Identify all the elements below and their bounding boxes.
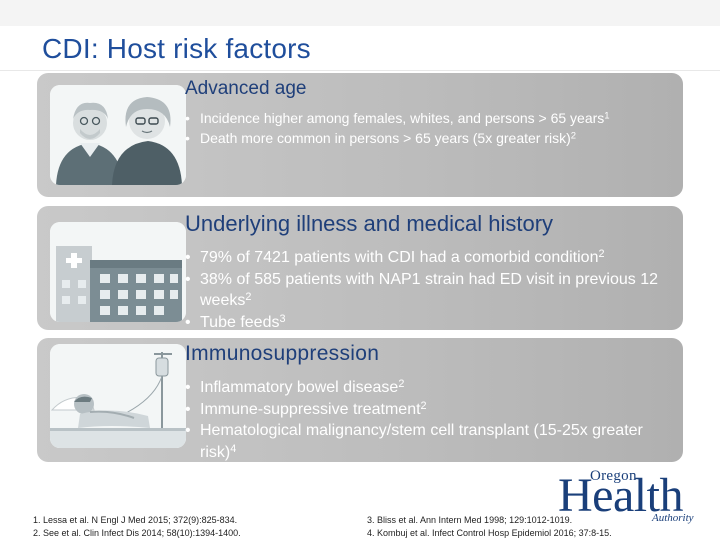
bullet-item: 79% of 7421 patients with CDI had a como… (185, 247, 669, 269)
bullet-text: Immune-suppressive treatment (200, 400, 421, 418)
panel-content: Underlying illness and medical history 7… (185, 206, 669, 333)
bullet-list: Incidence higher among females, whites, … (185, 108, 669, 148)
panel-immunosuppression: Immunosuppression Inflammatory bowel dis… (37, 338, 683, 462)
references-right: 3. Bliss et al. Ann Intern Med 1998; 129… (367, 514, 612, 539)
slide-title: CDI: Host risk factors (42, 33, 311, 64)
reference-item: 3. Bliss et al. Ann Intern Med 1998; 129… (367, 515, 573, 525)
bullet-text: Inflammatory bowel disease (200, 379, 399, 396)
panel-content: Immunosuppression Inflammatory bowel dis… (185, 338, 669, 463)
panel-title: Underlying illness and medical history (185, 211, 554, 236)
bullet-item: 38% of 585 patients with NAP1 strain had… (185, 269, 669, 312)
reference-marker: 2 (420, 399, 427, 412)
bullet-text: Death more common in persons > 65 years … (200, 130, 571, 146)
bullet-item: Hematological malignancy/stem cell trans… (185, 420, 669, 463)
bullet-item: Death more common in persons > 65 years … (185, 128, 669, 148)
elderly-couple-icon (50, 85, 186, 185)
reference-marker: 2 (598, 248, 605, 261)
hospital-building-icon (50, 222, 186, 322)
logo-health-text: Health (558, 469, 683, 522)
title-rule (0, 70, 720, 71)
reference-marker: 3 (279, 312, 286, 325)
panel-title: Immunosuppression (185, 342, 380, 365)
bullet-text: 79% of 7421 patients with CDI had a como… (200, 249, 599, 266)
bullet-text: 38% of 585 patients with NAP1 strain had… (200, 270, 659, 310)
reference-marker: 2 (398, 378, 405, 391)
bullet-list: Inflammatory bowel disease2 Immune-suppr… (185, 377, 669, 463)
panel-underlying-illness: Underlying illness and medical history 7… (37, 206, 683, 333)
bullet-text: Hematological malignancy/stem cell trans… (200, 422, 643, 461)
bullet-text: Incidence higher among females, whites, … (200, 110, 605, 126)
reference-marker: 2 (245, 291, 252, 304)
bullet-item: Inflammatory bowel disease2 (185, 377, 669, 399)
bullet-list: 79% of 7421 patients with CDI had a como… (185, 247, 669, 333)
hospital-patient-icon (50, 344, 186, 448)
logo-oregon-text: Oregon (590, 468, 637, 484)
panel-advanced-age: Advanced age Incidence higher among fema… (37, 73, 683, 197)
reference-item: 4. Kombuj et al. Infect Control Hosp Epi… (367, 527, 612, 538)
bullet-item: Tube feeds3 (185, 312, 669, 334)
logo-authority-text: Authority (652, 512, 694, 524)
oregon-health-authority-logo: Health Oregon Authority (556, 466, 706, 526)
top-band (0, 0, 720, 26)
reference-item: 2. See et al. Clin Infect Dis 2014; 58(1… (33, 527, 241, 538)
bullet-item: Incidence higher among females, whites, … (185, 108, 669, 128)
bullet-text: Tube feeds (200, 313, 280, 331)
panel-content: Advanced age Incidence higher among fema… (185, 73, 669, 148)
bullet-item: Immune-suppressive treatment2 (185, 399, 669, 421)
reference-marker: 4 (230, 442, 237, 455)
reference-marker: 2 (570, 130, 577, 142)
references-left: 1. Lessa et al. N Engl J Med 2015; 372(9… (33, 514, 241, 539)
reference-item: 1. Lessa et al. N Engl J Med 2015; 372(9… (33, 515, 238, 525)
panel-title: Advanced age (185, 78, 307, 99)
reference-marker: 1 (604, 110, 610, 122)
